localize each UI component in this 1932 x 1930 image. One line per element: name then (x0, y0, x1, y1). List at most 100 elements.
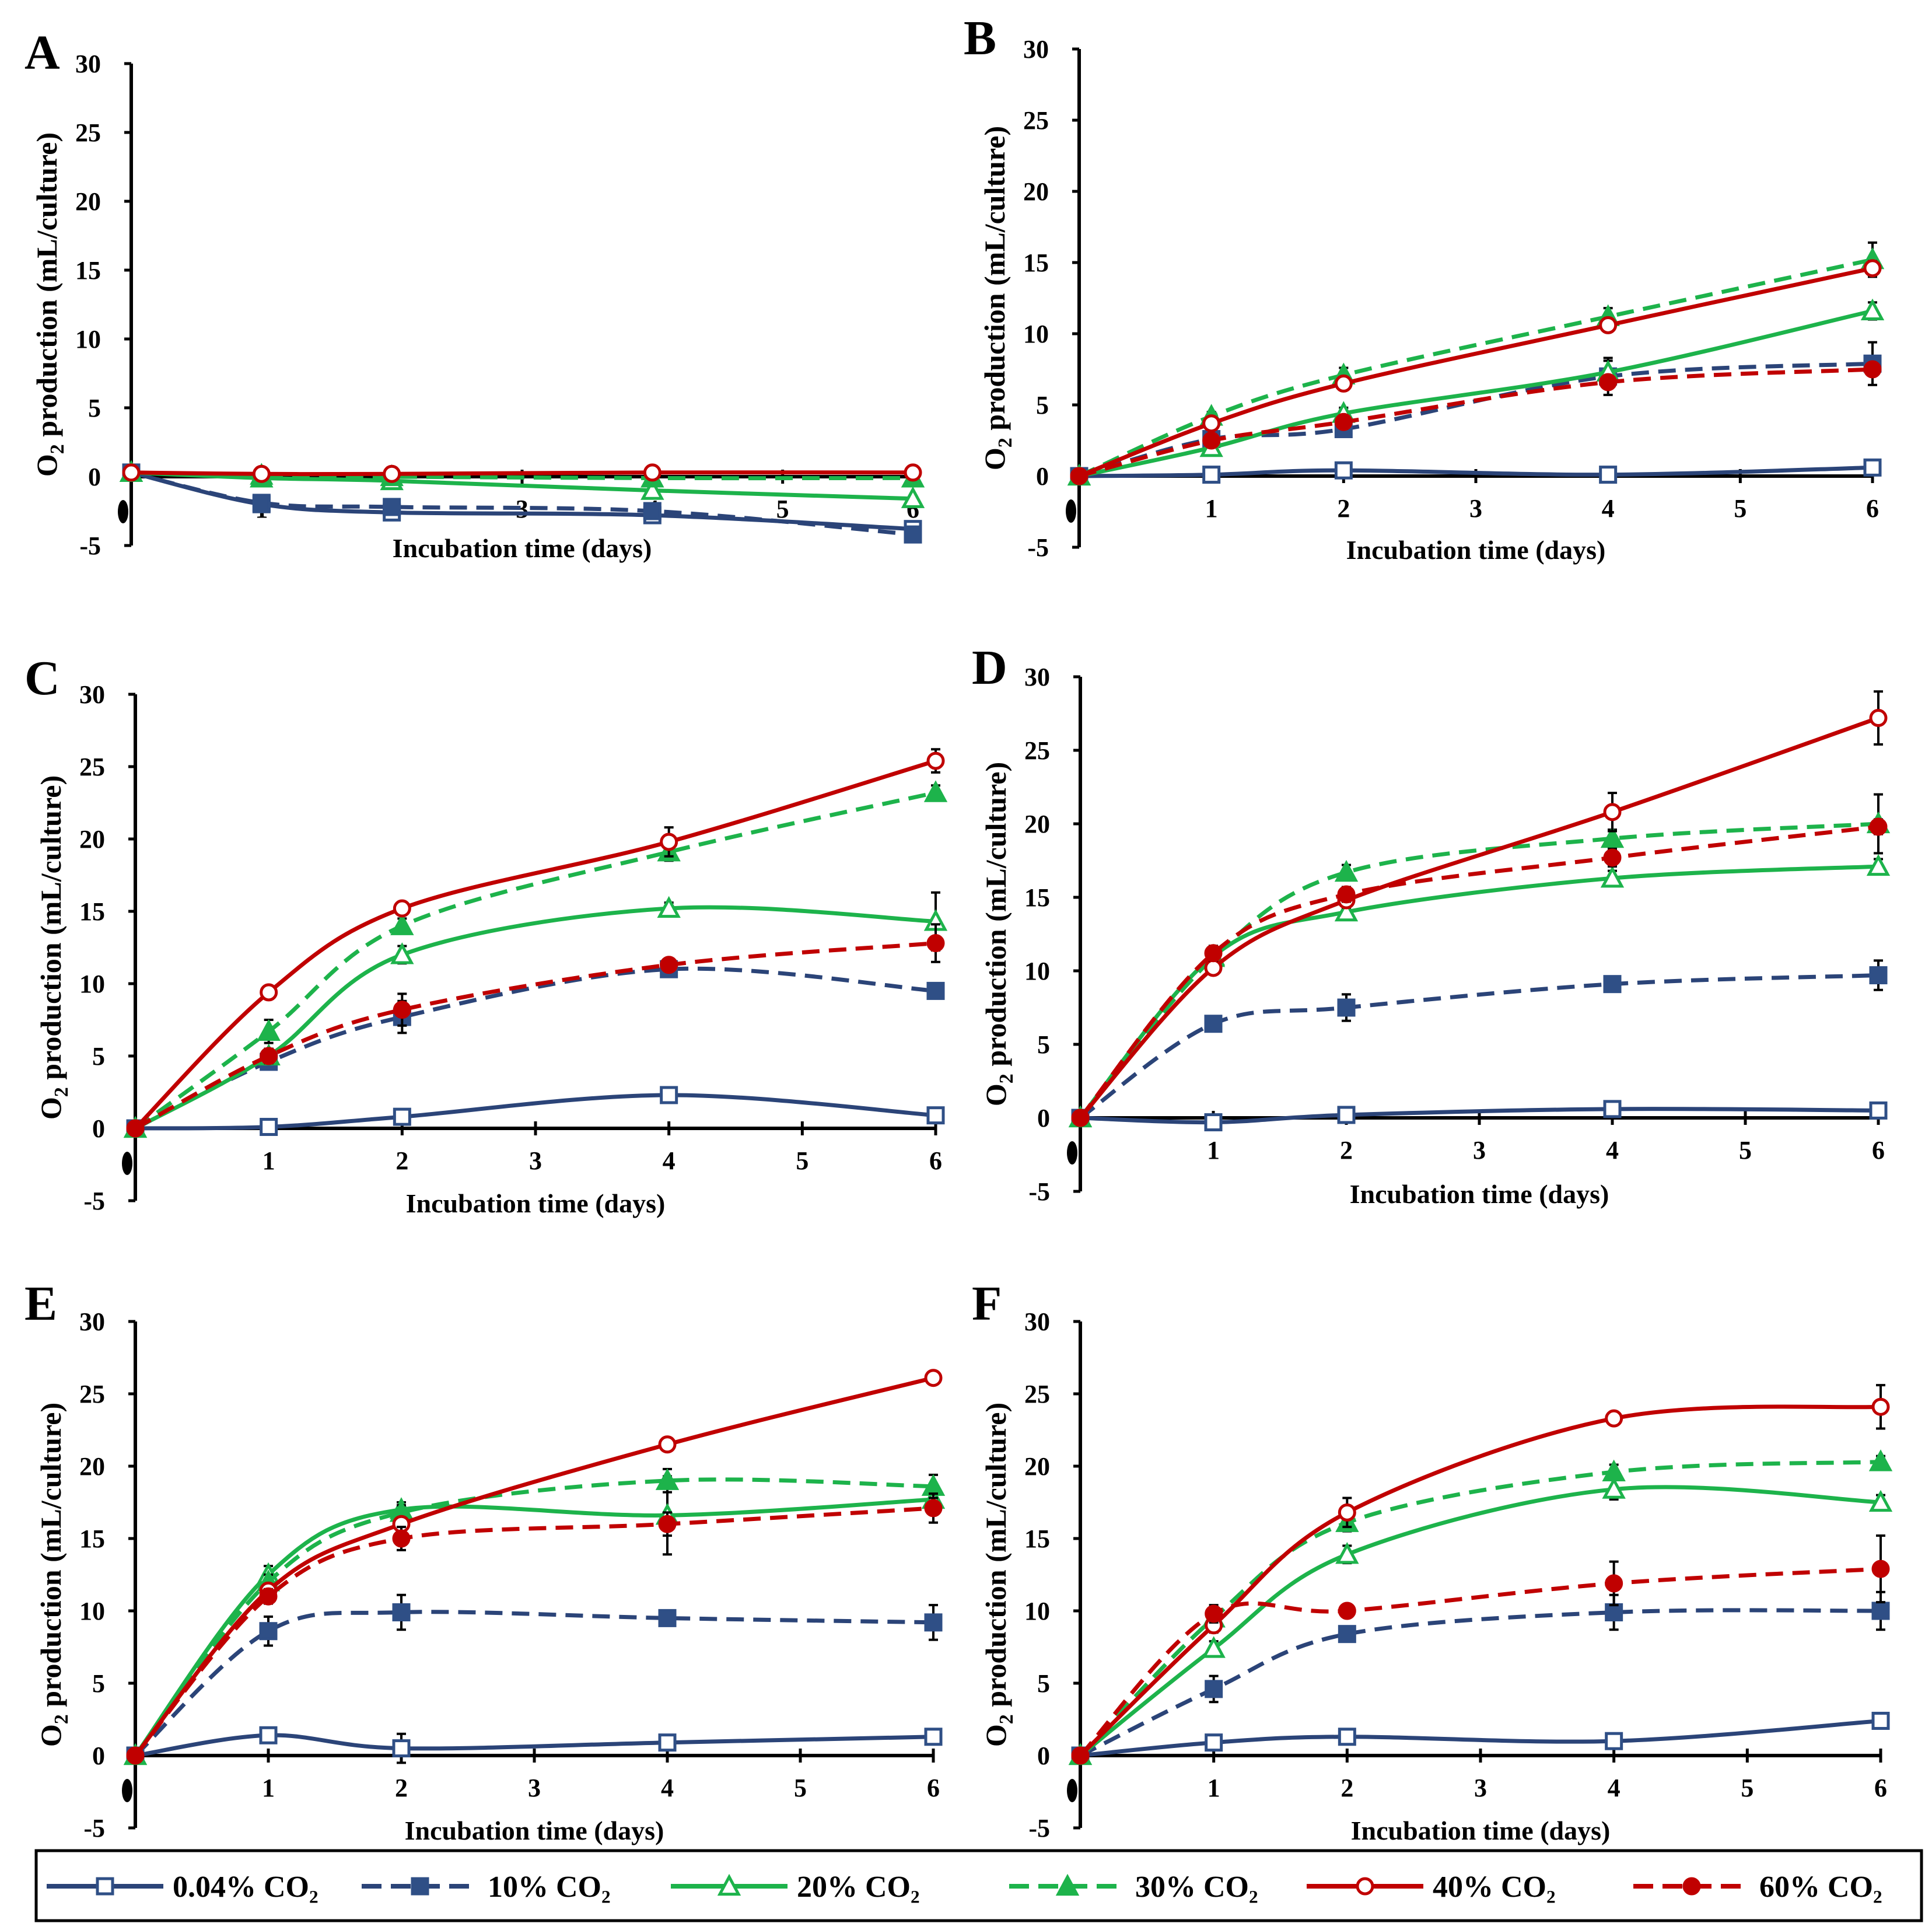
series-s60 (1071, 817, 1888, 1127)
x-tick-label: 4 (661, 1774, 674, 1802)
data-point (1869, 966, 1888, 985)
series-line (135, 1733, 934, 1758)
data-point (924, 1499, 943, 1518)
data-point (926, 1106, 945, 1125)
data-point (1338, 1625, 1356, 1644)
x-tick-label: 6 (1872, 1136, 1885, 1165)
y-tick-label: 15 (1024, 883, 1050, 912)
data-point (924, 1613, 943, 1632)
x-tick-label: 4 (1608, 1774, 1620, 1802)
y-tick-label: 0 (1037, 1742, 1050, 1770)
y-tick-label: 10 (79, 1597, 105, 1625)
data-point (1070, 467, 1088, 485)
panel-a: A-50510152025301234560Incubation time (d… (24, 26, 925, 563)
data-point (1605, 1732, 1623, 1750)
y-axis-title-suffix: production (mL/culture) (979, 762, 1012, 1074)
x-tick-label: 2 (396, 1146, 408, 1175)
x-tick-label: 3 (516, 495, 528, 523)
data-point (658, 1609, 677, 1627)
data-point (926, 981, 945, 1000)
y-tick-label: 20 (79, 825, 105, 854)
legend-label: 30% CO₂ (1135, 1870, 1258, 1904)
x-tick-label: 6 (927, 1774, 940, 1802)
data-point (1204, 944, 1223, 963)
legend-marker (96, 1877, 114, 1896)
data-point (1338, 1728, 1356, 1746)
y-tick-label: 30 (79, 1307, 105, 1336)
data-point (1603, 975, 1622, 994)
y-axis-title: O2 production (mL/culture) (978, 126, 1016, 470)
data-point (252, 494, 271, 512)
series-line (1078, 266, 1873, 478)
x-tick-label: 5 (776, 495, 789, 523)
x-tick-label: 2 (395, 1774, 408, 1802)
series-s30 (123, 1467, 946, 1765)
series-line (1080, 1107, 1879, 1125)
series-s20 (1067, 298, 1885, 486)
series-s20 (1068, 1477, 1893, 1765)
panel-d: D -5 0 5 10 15 20 25 30 1 2 3 4 5 6 0 Incubation time (d… (972, 641, 1891, 1209)
y-tick-label: 5 (92, 1669, 105, 1698)
y-axis-title-subscript: 2 (51, 1087, 72, 1097)
data-point (1334, 899, 1359, 922)
data-point (1204, 1113, 1223, 1132)
y-axis-title-suffix: production (mL/culture) (34, 1403, 67, 1714)
data-point (1605, 1409, 1623, 1428)
data-point (1205, 1604, 1223, 1623)
data-point (640, 478, 664, 500)
legend-marker (717, 1873, 741, 1896)
y-axis-title-prefix: O (34, 1097, 67, 1120)
data-point (660, 956, 678, 974)
y-tick-label: 5 (92, 1042, 105, 1071)
data-point (1205, 1680, 1223, 1698)
series-s40 (122, 463, 922, 483)
y-tick-label: 5 (1036, 391, 1049, 419)
data-point (1202, 414, 1221, 433)
data-point (122, 463, 141, 482)
panel-letter: F (972, 1277, 1002, 1331)
y-tick-label: 5 (88, 394, 101, 422)
data-point (658, 1515, 677, 1533)
y-tick-label: 0 (92, 1742, 105, 1770)
legend-marker (1682, 1877, 1701, 1896)
data-point (1334, 412, 1353, 431)
data-point (1338, 1602, 1356, 1620)
data-point (1605, 1574, 1623, 1593)
y-tick-label: 25 (1023, 106, 1049, 135)
data-point (643, 463, 662, 482)
panel-c: C -5 0 5 10 15 20 25 30 1 2 3 4 5 6 0 Incubation time (d… (24, 651, 948, 1218)
x-tick-label: 4 (1606, 1136, 1619, 1165)
x-axis-title: Incubation time (days) (393, 533, 652, 563)
y-axis-title: O2 production (mL/culture) (30, 132, 68, 477)
panel-letter: E (24, 1277, 57, 1331)
y-axis-title-prefix: O (979, 1724, 1012, 1747)
x-tick-label: 5 (796, 1146, 808, 1175)
y-tick-label: 25 (79, 1380, 105, 1408)
series-line (1079, 367, 1873, 478)
y-tick-label: 0 (92, 1114, 105, 1143)
y-tick-label: 20 (1024, 810, 1050, 838)
x-tick-label: 3 (529, 1146, 542, 1175)
y-tick-label: 10 (75, 325, 101, 354)
data-point (1202, 431, 1221, 450)
x-origin-zero: 0 (122, 1152, 132, 1175)
series-line (1079, 1485, 1881, 1757)
data-point (657, 896, 681, 918)
x-tick-label: 5 (794, 1774, 807, 1802)
y-tick-label: -5 (83, 1187, 105, 1215)
data-point (1871, 1397, 1890, 1416)
y-tick-label: -5 (1028, 1814, 1050, 1842)
data-point (126, 1746, 145, 1765)
y-axis-title-suffix: production (mL/culture) (978, 126, 1011, 438)
data-point (1868, 1490, 1893, 1512)
y-tick-label: 0 (88, 463, 101, 491)
legend-item-s004: 0.04% CO₂ (47, 1870, 318, 1904)
series-line (1079, 821, 1879, 1120)
y-axis-title-prefix: O (978, 447, 1011, 470)
data-point (383, 498, 401, 516)
legend-item-s10: 10% CO₂ (362, 1870, 611, 1904)
x-tick-label: 1 (262, 1146, 275, 1175)
y-axis-title-suffix: production (mL/culture) (34, 775, 67, 1087)
data-point (1863, 360, 1882, 379)
data-point (1603, 803, 1622, 821)
